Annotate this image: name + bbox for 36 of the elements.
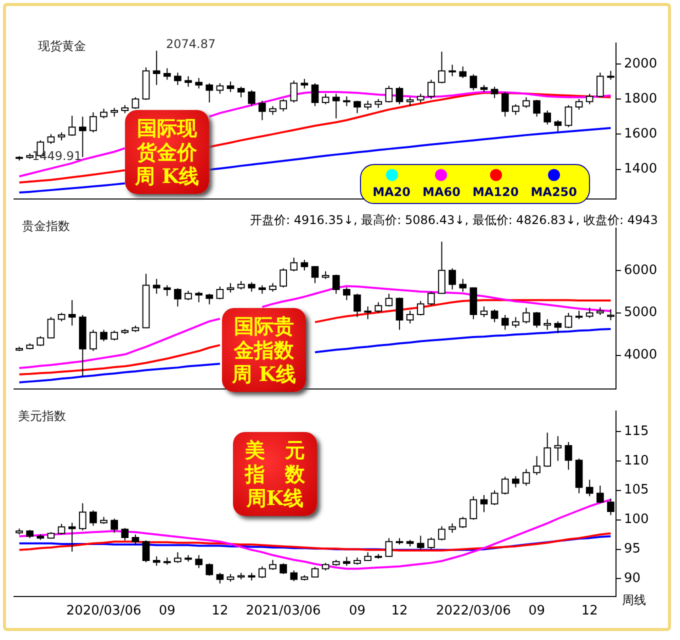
chart-title: 美元指数 [18, 408, 66, 425]
text: 周线 [622, 592, 646, 609]
text: 开盘价: 4916.35↓, 最高价: 5086.43↓, 最低价: 4826.83↓, 收盘价: 4943 [250, 212, 658, 229]
y-tick-label: 115 [624, 424, 649, 439]
y-tick-label: 90 [624, 571, 641, 586]
annotation: 美 元指 数周K线 [233, 432, 317, 516]
y-tick-label: 1400 [624, 162, 658, 177]
annotation: 国际现货金价周 K线 [125, 110, 209, 194]
x-tick-label: 12 [212, 604, 228, 619]
x-tick-label: 12 [391, 604, 408, 619]
legend-label: MA120 [472, 185, 519, 199]
y-tick-label: 95 [624, 542, 641, 557]
chart-title: 现货黄金 [38, 38, 86, 55]
y-tick-label: 1800 [624, 91, 658, 106]
annotation: 1449.91 [32, 149, 82, 163]
y-tick-label: 2000 [624, 56, 658, 72]
y-tick-label: 1600 [624, 126, 658, 142]
x-tick-label: 09 [528, 604, 546, 619]
legend-label: MA60 [422, 185, 460, 199]
y-tick-label: 6000 [624, 262, 658, 278]
x-tick-label: 2022/03/06 [436, 604, 511, 619]
x-tick-label: 2021/03/06 [246, 604, 321, 619]
x-tick-label: 12 [581, 604, 598, 619]
y-tick-label: 5000 [624, 305, 658, 320]
legend-label: MA250 [530, 185, 577, 199]
y-tick-label: 110 [624, 453, 649, 468]
legend-label: MA20 [372, 185, 410, 199]
x-tick-label: 09 [158, 604, 176, 619]
annotation: 国际贵金指数周 K线 [222, 308, 306, 392]
x-tick-label: 2020/03/06 [66, 604, 142, 619]
x-tick-label: 09 [348, 604, 366, 619]
annotation: 2074.87 [166, 37, 216, 51]
y-tick-label: 4000 [624, 348, 658, 363]
y-tick-label: 100 [624, 512, 649, 528]
y-tick-label: 105 [624, 482, 649, 498]
chart-title: 贵金指数 [22, 218, 70, 235]
